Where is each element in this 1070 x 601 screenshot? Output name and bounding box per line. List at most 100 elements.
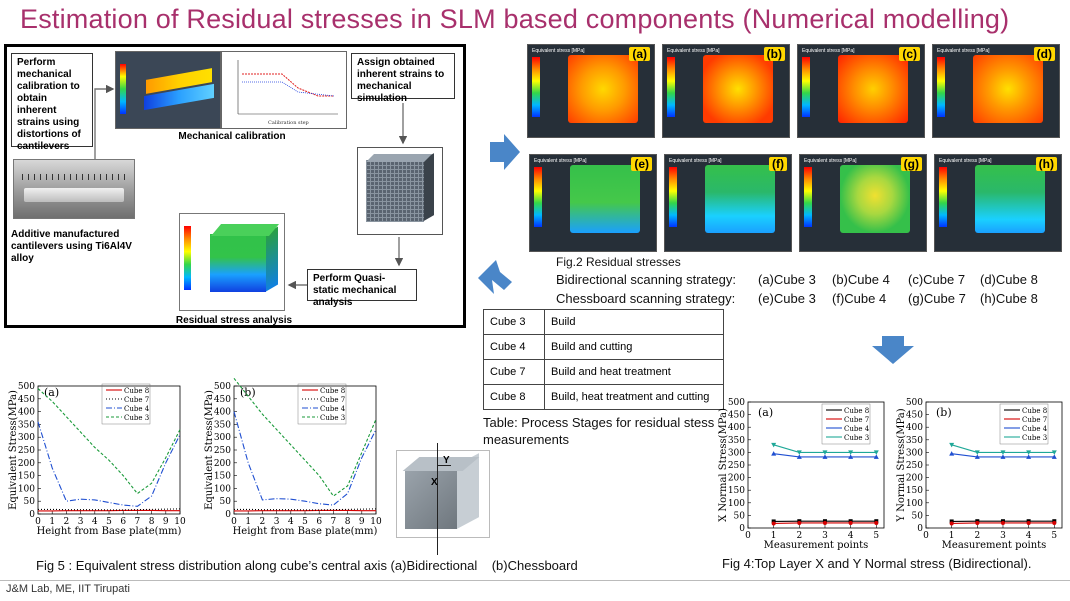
data-point	[1026, 454, 1032, 459]
legend-entry: Cube 3	[844, 434, 869, 442]
table-cell-cube: Cube 8	[483, 384, 545, 410]
fig2-line1-item-d: (d)Cube 8	[980, 272, 1038, 287]
calibration-plot-svg: Calibration step	[237, 60, 338, 126]
x-tick-label: 1	[949, 531, 955, 541]
step-assign-strains-text: Assign obtained inherent strains to mech…	[351, 53, 455, 104]
legend-box	[821, 403, 871, 445]
arrow-down-icon	[872, 336, 914, 364]
legend-entry: Cube 8	[124, 387, 149, 395]
y-tick-label: 350	[728, 436, 745, 446]
y-tick-label: 250	[18, 446, 35, 456]
x-tick-label: 0	[35, 517, 41, 527]
arrow-right-icon	[490, 134, 520, 170]
contour-panel-5: Equivalent stress [MPa] (e)	[529, 154, 657, 252]
calibration-plot-image: Calibration step	[221, 51, 347, 129]
page-title: Estimation of Residual stresses in SLM b…	[20, 4, 1010, 34]
x-axis-label: Height from Base plate(mm)	[37, 526, 182, 537]
series-line-cube-8	[234, 509, 376, 512]
data-point	[949, 451, 955, 456]
data-point	[1000, 520, 1005, 525]
y-tick-label: 50	[734, 511, 746, 521]
table-caption: Table: Process Stages for residual stess…	[483, 415, 715, 447]
fig2-line2: Chessboard scanning strategy: (e)Cube 3 …	[556, 291, 1038, 306]
stress-legend-bar	[669, 167, 677, 227]
x-tick-label: 1	[771, 531, 777, 541]
contour-panel-7: Equivalent stress [MPa] (g)	[799, 154, 927, 252]
y-tick-label: 300	[906, 448, 923, 458]
y-tick-label: 0	[225, 510, 231, 520]
y-tick-label: 200	[906, 474, 923, 484]
data-point	[848, 450, 854, 455]
x-tick-label: 2	[64, 517, 70, 527]
y-tick-label: 350	[906, 436, 923, 446]
data-point	[822, 450, 828, 455]
legend-box	[297, 383, 347, 425]
data-point	[1000, 450, 1006, 455]
contour-panel-3: Equivalent stress [MPa] (c)	[797, 44, 925, 138]
footer-divider	[0, 580, 1070, 581]
residual-stress-image	[179, 213, 285, 311]
x-tick-label: 10	[174, 517, 186, 527]
y-tick-label: 400	[728, 423, 745, 433]
calibration-model-image	[115, 51, 221, 129]
step-mechanical-calibration-text: Perform mechanical calibration to obtain…	[11, 53, 93, 152]
legend-box	[999, 403, 1049, 445]
table-cell-stage: Build, heat treatment and cutting	[544, 384, 724, 410]
y-tick-label: 400	[214, 408, 231, 418]
x-tick-label: 8	[345, 517, 351, 527]
panel-label: (f)	[769, 157, 787, 171]
panel-title: Equivalent stress [MPa]	[534, 158, 587, 164]
fig2-caption: Fig.2 Residual stresses	[556, 255, 681, 269]
stress-cube	[568, 55, 638, 123]
x-tick-label: 5	[106, 517, 112, 527]
series-line-cube-8	[38, 509, 180, 512]
legend-entry: Cube 4	[124, 405, 150, 413]
y-tick-label: 250	[214, 446, 231, 456]
fig2-line1: Bidirectional scanning strategy: (a)Cube…	[556, 272, 1038, 287]
table-cell-cube: Cube 3	[483, 309, 545, 335]
y-tick-label: 300	[728, 448, 745, 458]
data-point	[975, 520, 980, 525]
x-tick-label: 9	[359, 517, 365, 527]
y-tick-label: 100	[214, 484, 231, 494]
panel-label: (b)	[763, 47, 785, 61]
x-tick-label: 5	[302, 517, 308, 527]
x-tick-label: 8	[149, 517, 155, 527]
series-line-cube-7	[38, 508, 181, 511]
y-tick-label: 200	[18, 459, 35, 469]
x-tick-label: 3	[274, 517, 280, 527]
fig4-caption: Fig 4:Top Layer X and Y Normal stress (B…	[722, 556, 1032, 571]
panel-label: (d)	[1033, 47, 1055, 61]
residual-stress-caption: Residual stress analysis	[175, 315, 293, 326]
data-point	[771, 521, 776, 526]
cube-axes-image: Y X	[396, 443, 490, 555]
cantilever-caption: Additive manufactured cantilevers using …	[11, 229, 132, 264]
fig2-line2-item-f: (f)Cube 4	[832, 291, 887, 306]
data-point	[796, 450, 802, 455]
y-tick-label: 100	[906, 499, 923, 509]
x-tick-label: 6	[316, 517, 322, 527]
y-axis-label: Y Normal Stress(MPa)	[896, 408, 907, 522]
fig5-caption: Fig 5 : Equivalent stress distribution a…	[36, 558, 578, 573]
y-tick-label: 100	[728, 499, 745, 509]
x-tick-label: 4	[848, 531, 854, 541]
y-tick-label: 50	[24, 497, 36, 507]
fig2-line1-item-c: (c)Cube 7	[908, 272, 966, 287]
stress-legend-bar	[937, 57, 945, 117]
cube-axis-y-label: Y	[443, 455, 450, 466]
x-tick-label: 4	[92, 517, 98, 527]
x-tick-label: 3	[78, 517, 84, 527]
fig2-line2-item-e: (e)Cube 3	[758, 291, 816, 306]
stress-cube	[705, 165, 775, 233]
fig2-line1-item-a: (a)Cube 3	[758, 272, 816, 287]
plot-frame	[233, 385, 377, 515]
table-row: Cube 8 Build, heat treatment and cutting	[483, 384, 724, 410]
x-tick-label: 5	[1051, 531, 1057, 541]
data-point	[874, 520, 879, 525]
stress-cube	[975, 165, 1045, 233]
y-tick-label: 0	[917, 524, 923, 534]
y-tick-label: 350	[214, 420, 231, 430]
x-tick-label: 0	[745, 531, 751, 541]
data-point	[848, 454, 854, 459]
x-tick-label: 3	[1000, 531, 1006, 541]
